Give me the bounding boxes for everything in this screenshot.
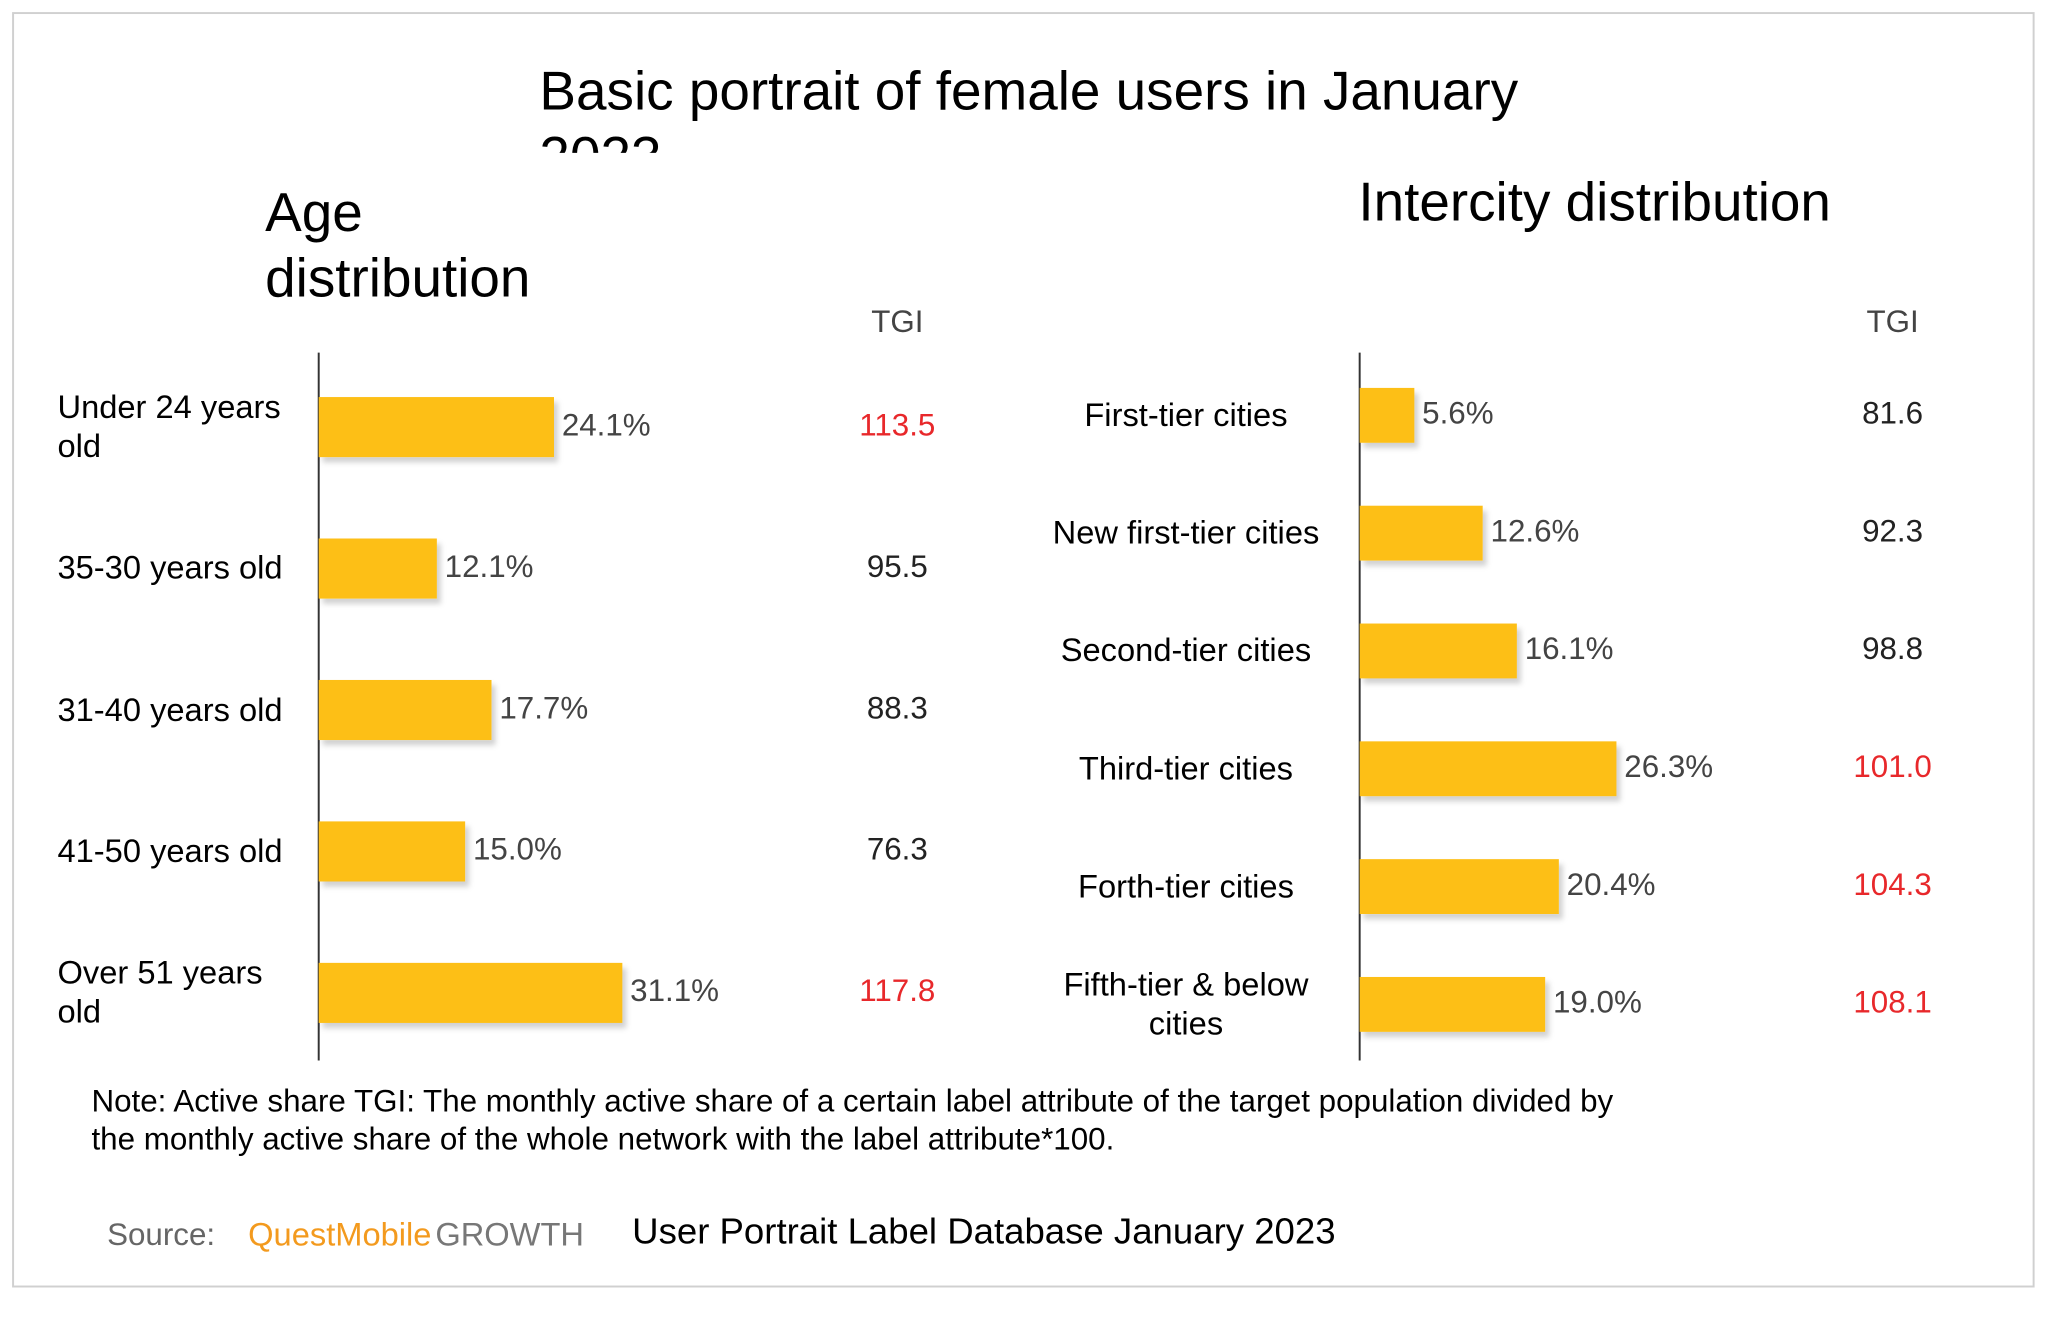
category-label-box: 41-50 years old <box>57 833 283 870</box>
value-label: 20.4% <box>1567 867 1656 902</box>
bar <box>1359 387 1415 443</box>
category-label-box: Fifth-tier & below cities <box>1063 966 1309 1043</box>
category-label: Fifth-tier & below cities <box>1063 966 1309 1043</box>
value-label: 19.0% <box>1553 985 1642 1020</box>
tgi-value: 92.3 <box>1862 513 1923 548</box>
value-label: 5.6% <box>1422 396 1493 431</box>
bar <box>318 538 437 599</box>
category-label-box: 35-30 years old <box>57 550 283 587</box>
category-label-box: First-tier cities <box>1084 397 1288 434</box>
tgi-value: 88.3 <box>867 690 928 725</box>
chart-title-box: Intercity distribution <box>1358 171 1831 233</box>
value-label: 24.1% <box>562 407 651 442</box>
page-title: Basic portrait of female users in Januar… <box>539 60 1519 153</box>
value-label: 15.0% <box>473 832 562 867</box>
value-label: 12.1% <box>445 549 534 584</box>
category-label: First-tier cities <box>1084 397 1288 434</box>
category-label: Over 51 years old <box>57 955 263 1031</box>
category-label-box: Third-tier cities <box>1078 750 1293 788</box>
page-title-box: Basic portrait of female users in Januar… <box>539 60 1519 153</box>
bar <box>318 679 492 741</box>
frame <box>12 12 2035 1288</box>
category-label-box: Under 24 years old <box>57 389 281 465</box>
category-label: Third-tier cities <box>1078 750 1293 788</box>
chart-title-box: Age distribution <box>265 181 531 309</box>
chart-title: Age distribution <box>265 181 531 309</box>
category-label: New first-tier cities <box>1052 514 1320 552</box>
source-label: Source: <box>107 1217 215 1252</box>
bar <box>1359 976 1546 1032</box>
value-label: 31.1% <box>630 973 719 1008</box>
bar <box>1359 859 1559 915</box>
value-label: 17.7% <box>499 690 588 725</box>
tgi-value: 117.8 <box>859 973 935 1008</box>
source-brand-suffix: GROWTH <box>435 1216 584 1253</box>
tgi-value: 108.1 <box>1853 985 1931 1020</box>
category-label-box: Forth-tier cities <box>1077 868 1294 905</box>
chart-title: Intercity distribution <box>1358 171 1831 233</box>
tgi-value: 104.3 <box>1853 867 1931 902</box>
category-label-box: New first-tier cities <box>1052 514 1320 552</box>
source-brand: QuestMobile <box>248 1216 431 1253</box>
tgi-value: 95.5 <box>867 549 928 584</box>
bar <box>318 962 623 1023</box>
tgi-value: 98.8 <box>1862 631 1923 666</box>
bar <box>1359 505 1483 561</box>
source-text-box: User Portrait Label Database January 202… <box>632 1210 1336 1252</box>
tgi-header: TGI <box>871 304 923 339</box>
category-label-box: 31-40 years old <box>57 691 283 729</box>
category-label: Second-tier cities <box>1060 632 1312 670</box>
note-box: Note: Active share TGI: The monthly acti… <box>91 1084 1614 1157</box>
bar <box>318 397 554 458</box>
tgi-value: 76.3 <box>867 832 928 867</box>
category-label-box: Over 51 years old <box>57 955 263 1031</box>
tgi-value: 81.6 <box>1862 396 1923 431</box>
value-label: 16.1% <box>1525 631 1614 666</box>
source-text: User Portrait Label Database January 202… <box>632 1210 1336 1252</box>
category-label: 41-50 years old <box>57 833 283 870</box>
category-label: Under 24 years old <box>57 389 281 465</box>
value-label: 26.3% <box>1624 749 1713 784</box>
note: Note: Active share TGI: The monthly acti… <box>91 1084 1614 1157</box>
bar <box>1359 623 1517 679</box>
category-label: 35-30 years old <box>57 550 283 587</box>
category-label: 31-40 years old <box>57 691 283 729</box>
tgi-header: TGI <box>1866 304 1918 339</box>
bar <box>1359 741 1617 797</box>
tgi-value: 101.0 <box>1853 749 1931 784</box>
category-label-box: Second-tier cities <box>1060 632 1312 670</box>
bar <box>318 821 466 882</box>
tgi-value: 113.5 <box>859 407 935 442</box>
category-label: Forth-tier cities <box>1077 868 1294 905</box>
value-label: 12.6% <box>1491 513 1580 548</box>
